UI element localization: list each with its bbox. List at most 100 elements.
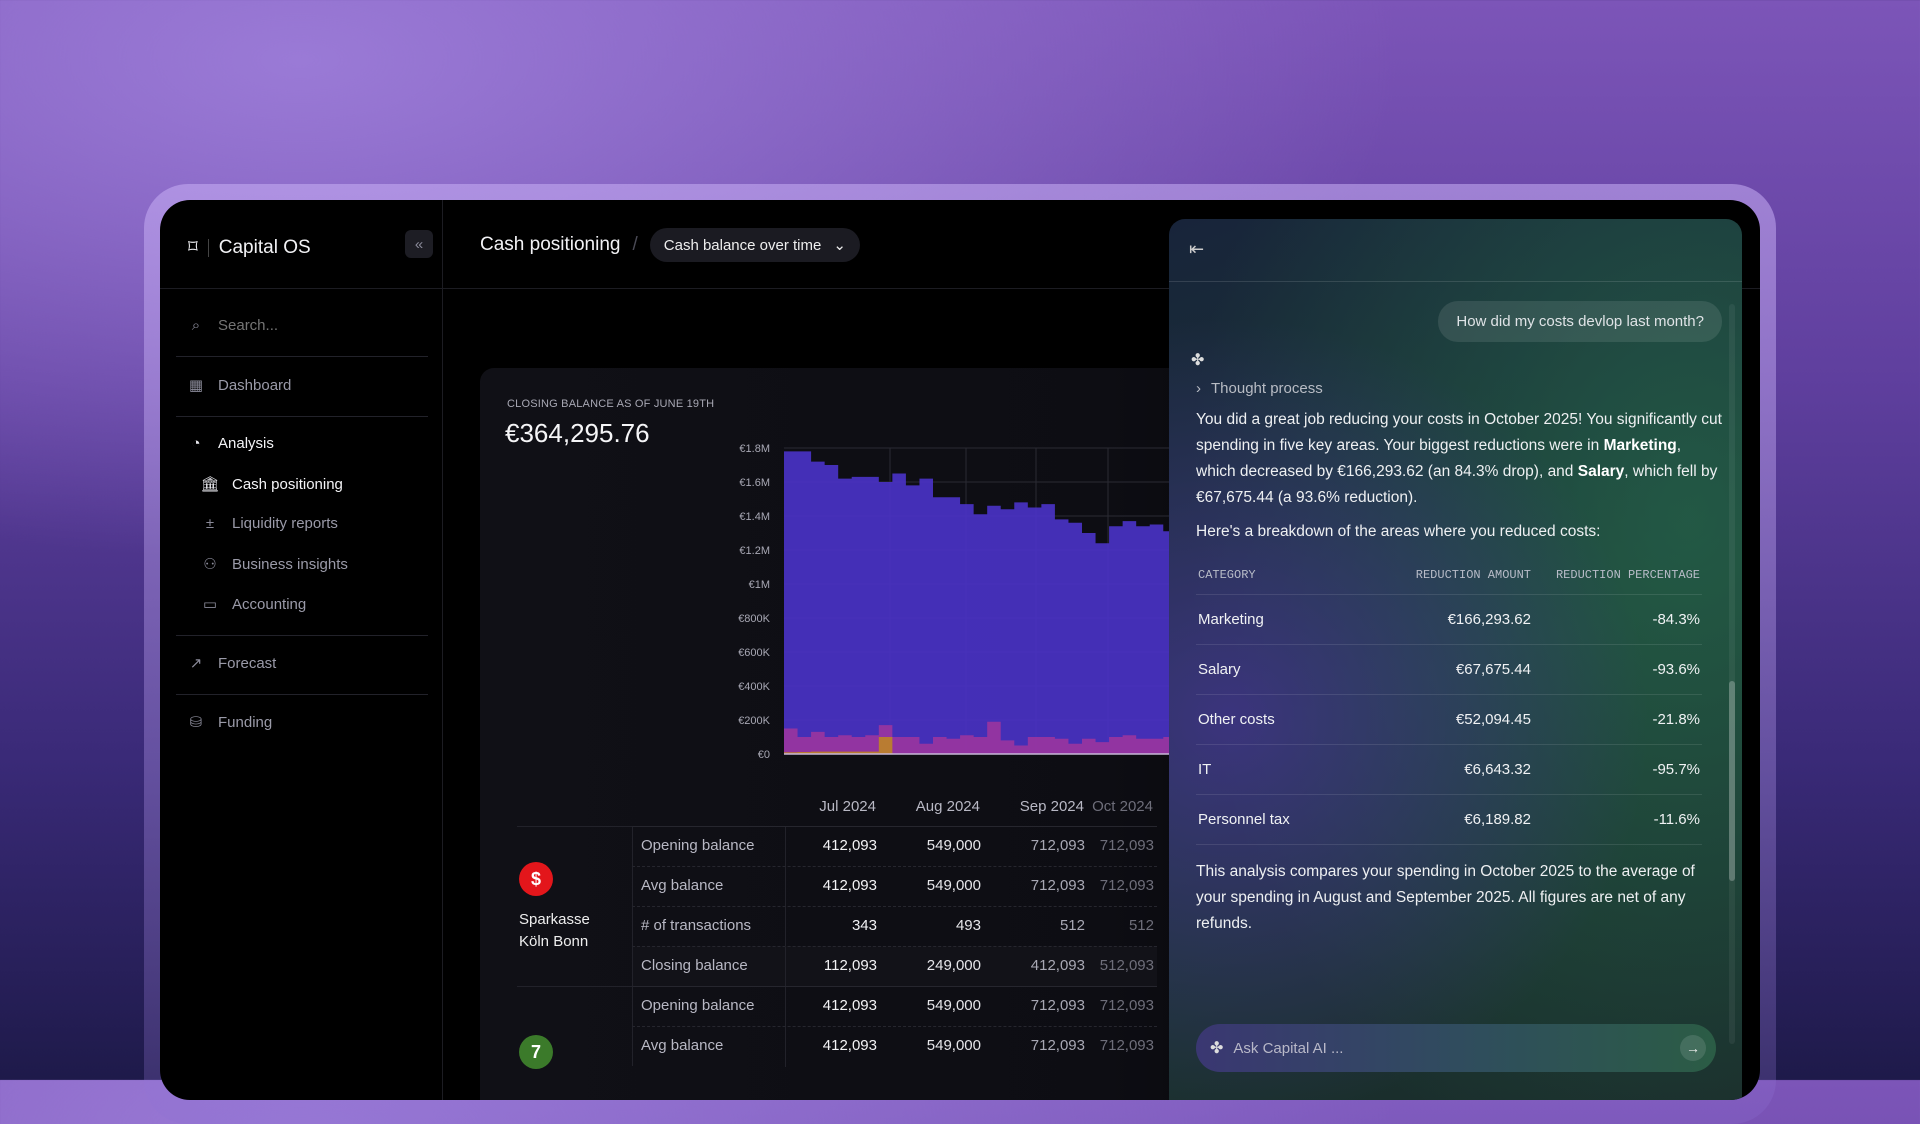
y-tick-label: €0 — [758, 749, 770, 761]
search-input[interactable] — [218, 317, 418, 334]
table-cell: €52,094.45 — [1455, 711, 1531, 728]
send-button[interactable]: → — [1680, 1035, 1706, 1061]
page-title[interactable]: Cash positioning — [480, 234, 621, 255]
chat-messages: How did my costs devlop last month? ✤ › T… — [1191, 301, 1722, 937]
search-field[interactable]: ⌕ — [186, 317, 418, 334]
bank-cell: 7 — [517, 986, 632, 1069]
table-cell: -21.8% — [1652, 711, 1700, 728]
column-header: REDUCTION PERCENTAGE — [1555, 567, 1700, 582]
divider — [176, 694, 428, 695]
sidebar-item-cash-positioning[interactable]: 🏛︎ Cash positioning — [200, 475, 342, 494]
coins-icon: ⛁ — [189, 714, 203, 731]
bank-balance-table: Jul 2024 Aug 2024 Sep 2024 Oct 2024 $ Sparkas… — [517, 790, 1157, 1100]
sidebar-item-label: Analysis — [218, 435, 274, 452]
sidebar-item-business-insights[interactable]: ⚇ Business insights — [200, 555, 348, 574]
column-header: CATEGORY — [1198, 567, 1256, 582]
view-select-value: Cash balance over time — [663, 236, 822, 254]
divider — [176, 356, 428, 357]
cell-value: 512 — [1128, 917, 1154, 934]
y-tick-label: €600K — [738, 647, 770, 659]
table-cell: €6,643.32 — [1464, 761, 1531, 778]
row-label: Closing balance — [641, 957, 748, 974]
table-header: CATEGORY REDUCTION AMOUNT REDUCTION PERCEN… — [1196, 555, 1702, 595]
sparkasse-logo: $ — [519, 862, 553, 896]
cell-value: 412,093 — [822, 837, 877, 854]
table-row: IT €6,643.32 -95.7% — [1196, 745, 1702, 795]
table-cell: €6,189.82 — [1464, 811, 1531, 828]
y-tick-label: €1M — [749, 579, 770, 591]
view-select-dropdown[interactable]: Cash balance over time ⌄ — [649, 228, 860, 262]
ask-ai-input[interactable] — [1233, 1039, 1670, 1057]
cell-value: 712,093 — [1099, 997, 1154, 1014]
row-label: Opening balance — [641, 837, 755, 854]
sidebar-item-accounting[interactable]: ▭ Accounting — [200, 595, 306, 614]
table-row[interactable]: Avg balance 412,093 549,000 712,093 712,093 — [632, 1026, 1157, 1067]
table-row: Other costs €52,094.45 -21.8% — [1196, 695, 1702, 745]
cell-value: 712,093 — [1099, 877, 1154, 894]
month-header: Sep 2024 — [1019, 798, 1084, 815]
cell-value: 343 — [851, 917, 877, 934]
cell-value: 549,000 — [926, 837, 981, 854]
table-cell: Marketing — [1198, 611, 1264, 628]
table-row[interactable]: Opening balance 412,093 549,000 712,093 712,… — [632, 826, 1157, 867]
card-label: CLOSING BALANCE AS OF JUNE 19TH — [507, 398, 715, 410]
column-divider — [785, 827, 786, 867]
user-message: How did my costs devlop last month? — [1438, 301, 1722, 342]
ask-ai-input-bar: ✤ → — [1196, 1024, 1716, 1072]
sidebar-item-dashboard[interactable]: ▦ Dashboard — [186, 376, 291, 395]
app-window: ⌑ Capital OS « ⌕ ▦ Dashboard ◔ Analysis 🏛︎… — [160, 200, 1760, 1100]
table-cell: -95.7% — [1652, 761, 1700, 778]
chat-scrollbar-thumb[interactable] — [1729, 681, 1735, 881]
table-cell: Personnel tax — [1198, 811, 1290, 828]
cell-value: 112,093 — [823, 957, 877, 974]
sidebar-item-funding[interactable]: ⛁ Funding — [186, 713, 273, 732]
month-header: Jul 2024 — [819, 798, 876, 815]
cell-value: 493 — [955, 917, 981, 934]
search-icon: ⌕ — [191, 317, 201, 334]
table-cell: -84.3% — [1652, 611, 1700, 628]
thought-process-toggle[interactable]: › Thought process — [1196, 380, 1722, 397]
table-row[interactable]: Closing balance 112,093 249,000 412,093 512,… — [632, 946, 1157, 987]
capital-logo-icon: ⌑ — [188, 237, 198, 258]
sidebar: ⌑ Capital OS « ⌕ ▦ Dashboard ◔ Analysis 🏛︎… — [160, 200, 443, 1100]
table-row[interactable]: Avg balance 412,093 549,000 712,093 712,093 — [632, 866, 1157, 907]
grid-icon: ▦ — [188, 377, 204, 394]
row-label: Avg balance — [641, 877, 724, 894]
cell-value: 412,093 — [822, 997, 877, 1014]
table-row: Personnel tax €6,189.82 -11.6% — [1196, 795, 1702, 845]
table-cell: IT — [1198, 761, 1212, 778]
cell-value: 549,000 — [926, 997, 981, 1014]
table-row[interactable]: # of transactions 343 493 512 512 — [632, 906, 1157, 947]
sidebar-item-analysis[interactable]: ◔ Analysis — [186, 435, 274, 452]
cell-value: 549,000 — [926, 1037, 981, 1054]
divider — [176, 635, 428, 636]
wise-logo: 7 — [519, 1035, 553, 1069]
chart-pencil-icon: ↗ — [189, 655, 203, 672]
cell-value: 412,093 — [822, 1037, 877, 1054]
collapse-panel-icon[interactable]: ⇤ — [1189, 239, 1205, 259]
breadcrumb: Cash positioning / Cash balance over tim… — [480, 228, 860, 262]
table-row[interactable]: Opening balance 412,093 549,000 712,093 712,… — [632, 986, 1157, 1027]
ai-analysis-note: This analysis compares your spending in … — [1196, 863, 1695, 932]
sidebar-item-liquidity-reports[interactable]: ± Liquidity reports — [200, 515, 338, 532]
bank-name: Sparkasse Köln Bonn — [519, 911, 590, 950]
column-divider — [785, 987, 786, 1027]
cell-value: 549,000 — [926, 877, 981, 894]
column-divider — [785, 1027, 786, 1067]
cell-value: 712,093 — [1030, 837, 1085, 854]
cost-reduction-table: CATEGORY REDUCTION AMOUNT REDUCTION PERCEN… — [1196, 555, 1702, 845]
bank-cell: $ Sparkasse Köln Bonn — [517, 826, 632, 986]
y-tick-label: €200K — [738, 715, 770, 727]
cell-value: 712,093 — [1030, 1037, 1085, 1054]
y-tick-label: €1.4M — [739, 511, 770, 523]
sidebar-item-forecast[interactable]: ↗ Forecast — [186, 654, 277, 673]
closing-balance-amount: €364,295.76 — [505, 418, 650, 448]
app-name: Capital OS — [218, 236, 311, 258]
table-cell: Other costs — [1198, 711, 1275, 728]
table-row: Marketing €166,293.62 -84.3% — [1196, 595, 1702, 645]
sidebar-item-label: Business insights — [232, 555, 348, 573]
thought-process-label: Thought process — [1211, 380, 1323, 397]
chat-scrollbar[interactable] — [1729, 304, 1735, 1044]
column-header: REDUCTION AMOUNT — [1415, 567, 1531, 582]
collapse-sidebar-button[interactable]: « — [405, 230, 433, 258]
